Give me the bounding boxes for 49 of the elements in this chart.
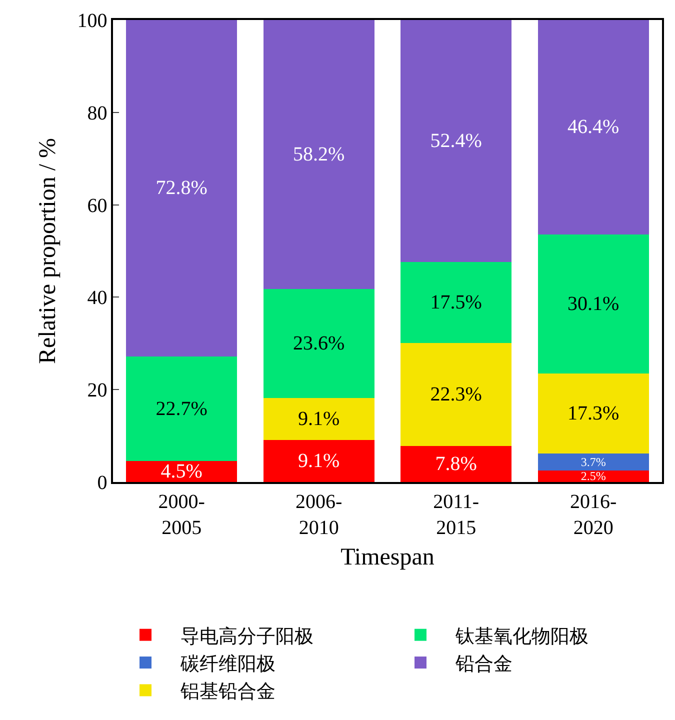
bar — [126, 461, 238, 482]
y-tick-label: 80 — [87, 102, 108, 124]
legend-label: 铅合金 — [454, 654, 512, 675]
data-label: 7.8% — [435, 452, 477, 475]
bar — [538, 453, 649, 470]
data-label: 72.8% — [156, 177, 208, 200]
y-tick-label: 100 — [77, 10, 108, 32]
bar — [400, 20, 512, 262]
data-label: 46.4% — [568, 116, 620, 138]
y-tick-label: 20 — [87, 380, 108, 402]
y-axis-title: Relative proportion / % — [34, 138, 61, 364]
bar — [126, 20, 238, 356]
legend-label: 钛基氧化物阳极 — [454, 626, 588, 648]
bar — [538, 373, 649, 454]
data-label: 52.4% — [430, 130, 482, 152]
bar — [263, 398, 374, 440]
data-label: 30.1% — [568, 292, 620, 315]
legend-label: 碳纤维阳极 — [180, 652, 276, 675]
bar — [538, 20, 649, 234]
data-label: 22.7% — [156, 398, 208, 420]
data-label: 4.5% — [160, 460, 202, 483]
data-label: 9.1% — [298, 408, 340, 430]
bar — [400, 446, 512, 482]
y-tick-label: 60 — [87, 194, 108, 217]
bar — [538, 234, 649, 374]
x-tick-label: 2000- 2005 — [158, 490, 205, 539]
data-label: 9.1% — [298, 450, 340, 472]
bar — [126, 356, 238, 462]
y-tick-label: 0 — [97, 472, 108, 494]
x-tick-label: 2016- 2020 — [570, 490, 617, 539]
x-tick-label: 2006- 2010 — [296, 490, 342, 539]
data-label: 58.2% — [293, 143, 345, 166]
x-axis-title: Timespan — [340, 544, 434, 571]
data-label: 23.6% — [293, 332, 345, 354]
bar — [263, 288, 374, 398]
legend-label: 铝基铅合金 — [180, 682, 276, 703]
data-label: 17.3% — [568, 402, 620, 424]
data-label: 22.3% — [430, 383, 482, 406]
bar — [400, 342, 512, 446]
data-label: 2.5% — [580, 469, 606, 484]
bar — [538, 470, 649, 482]
y-tick-label: 40 — [87, 287, 108, 310]
legend-label: 导电高分子阳极 — [180, 625, 314, 648]
bar — [400, 262, 512, 343]
x-tick-label: 2011- 2015 — [433, 490, 480, 539]
data-label: 3.7% — [580, 454, 606, 469]
bar — [263, 20, 374, 289]
bar — [263, 440, 374, 482]
data-label: 17.5% — [430, 292, 482, 314]
